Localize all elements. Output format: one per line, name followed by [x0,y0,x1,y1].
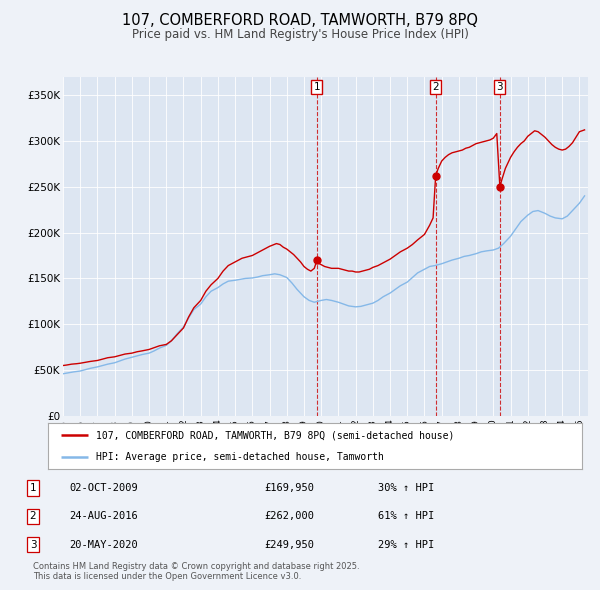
Text: Price paid vs. HM Land Registry's House Price Index (HPI): Price paid vs. HM Land Registry's House … [131,28,469,41]
Text: 107, COMBERFORD ROAD, TAMWORTH, B79 8PQ (semi-detached house): 107, COMBERFORD ROAD, TAMWORTH, B79 8PQ … [96,431,454,441]
Text: 1: 1 [29,483,37,493]
Text: £249,950: £249,950 [264,540,314,549]
Text: 24-AUG-2016: 24-AUG-2016 [69,512,138,521]
Text: 61% ↑ HPI: 61% ↑ HPI [378,512,434,521]
Text: 3: 3 [497,82,503,92]
Text: Contains HM Land Registry data © Crown copyright and database right 2025.
This d: Contains HM Land Registry data © Crown c… [33,562,359,581]
Text: HPI: Average price, semi-detached house, Tamworth: HPI: Average price, semi-detached house,… [96,451,384,461]
Text: 02-OCT-2009: 02-OCT-2009 [69,483,138,493]
Text: 20-MAY-2020: 20-MAY-2020 [69,540,138,549]
Text: 1: 1 [314,82,320,92]
Text: 2: 2 [433,82,439,92]
Text: 107, COMBERFORD ROAD, TAMWORTH, B79 8PQ: 107, COMBERFORD ROAD, TAMWORTH, B79 8PQ [122,13,478,28]
Text: £169,950: £169,950 [264,483,314,493]
Text: 30% ↑ HPI: 30% ↑ HPI [378,483,434,493]
Text: 2: 2 [29,512,37,521]
Text: £262,000: £262,000 [264,512,314,521]
Text: 29% ↑ HPI: 29% ↑ HPI [378,540,434,549]
Text: 3: 3 [29,540,37,549]
